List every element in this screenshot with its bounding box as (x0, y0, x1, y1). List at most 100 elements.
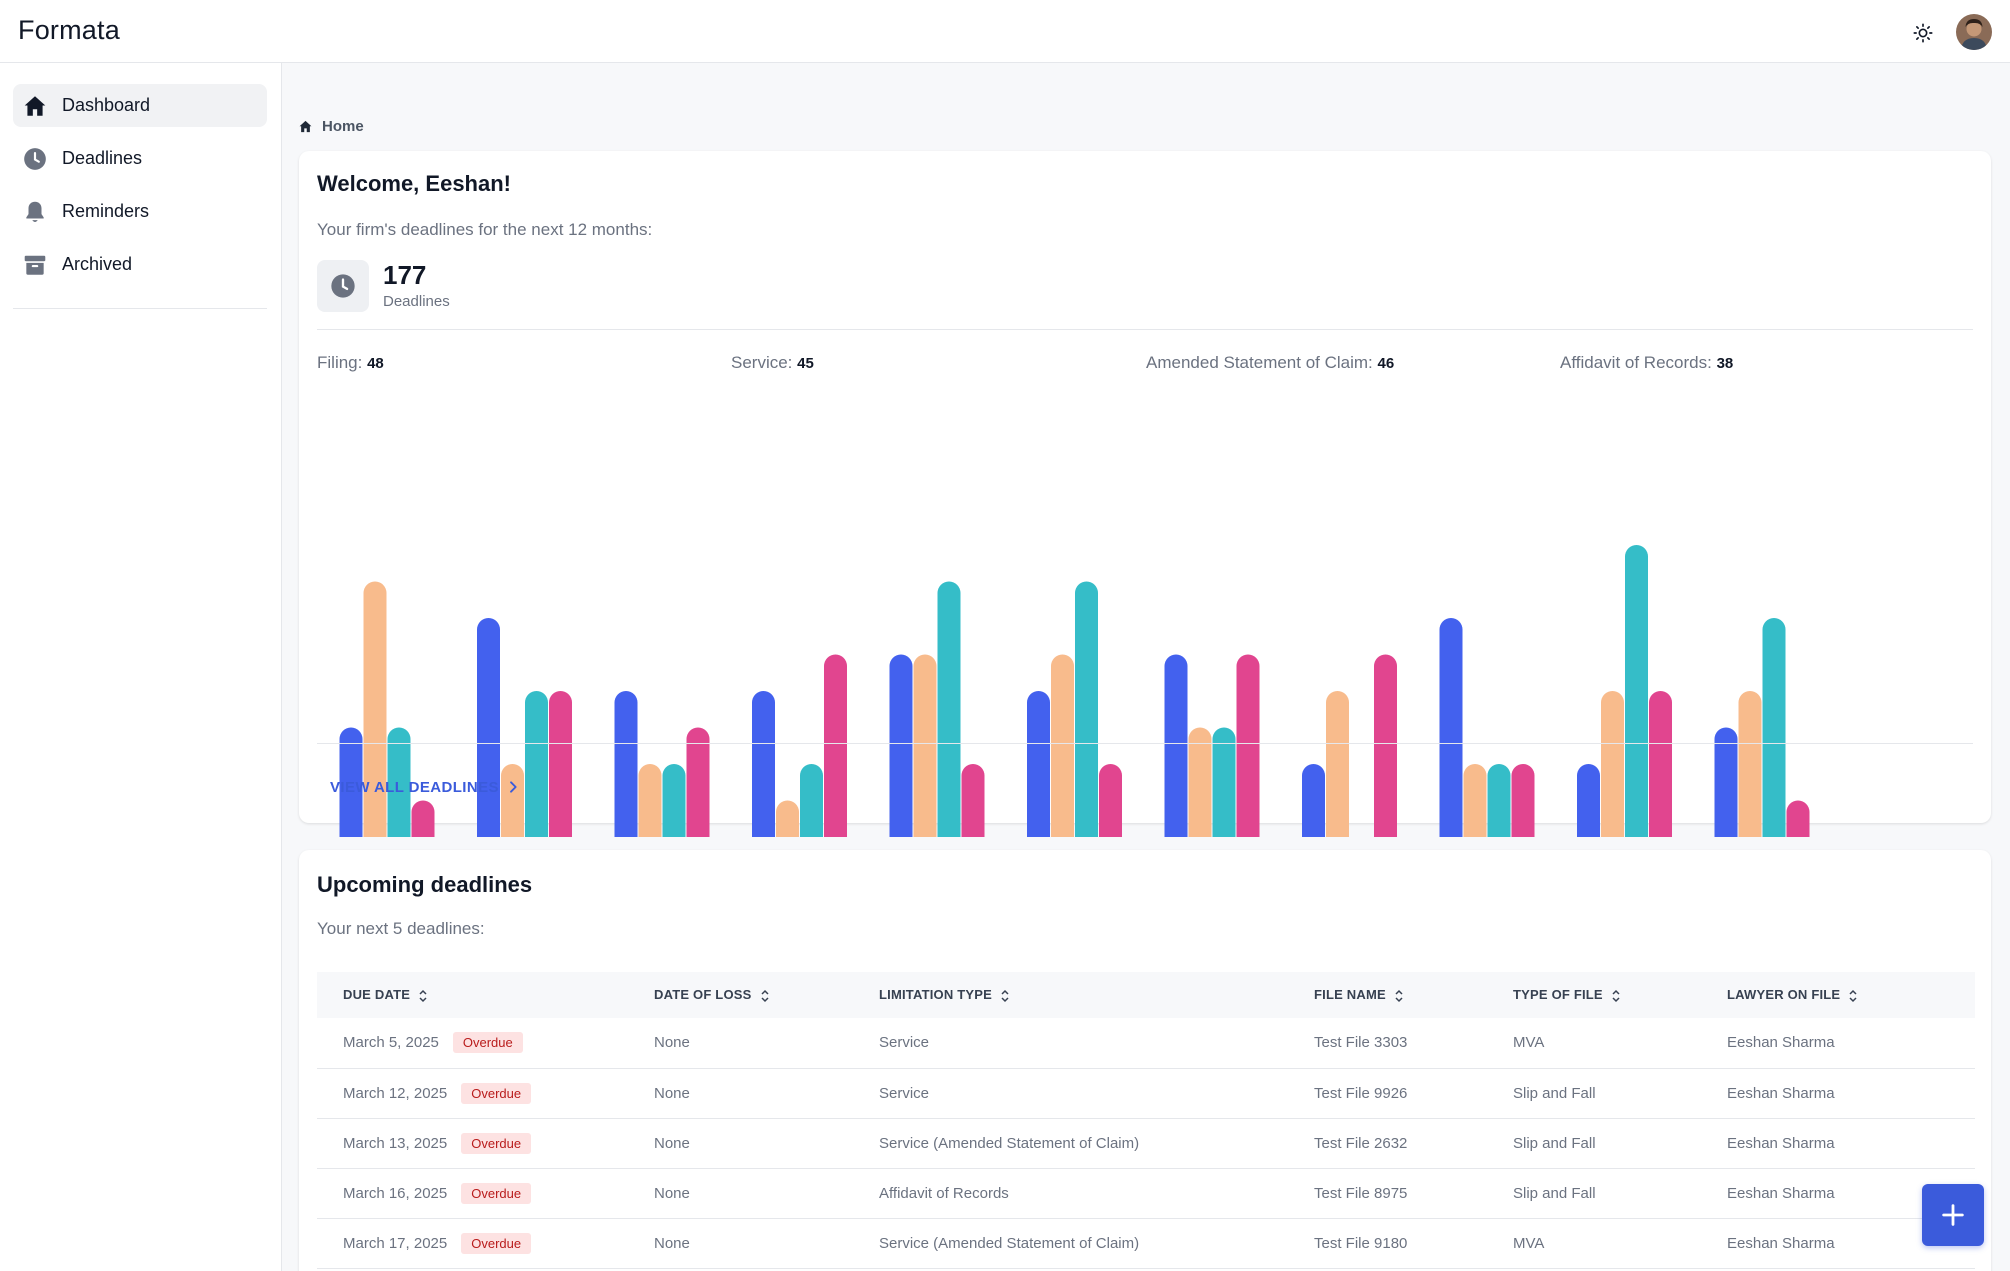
bar-service-may-2025[interactable] (638, 764, 662, 837)
bar-filing-jul-2025[interactable] (889, 654, 913, 838)
sidebar-divider (13, 308, 267, 309)
bar-amended-statement-of-claim-jun-2025[interactable] (800, 764, 823, 837)
bar-filing-dec-2025[interactable] (1439, 618, 1463, 837)
bar-affidavit-of-records-dec-2025[interactable] (1511, 764, 1535, 837)
status-badge: Overdue (461, 1082, 532, 1104)
bar-affidavit-of-records-jan-2026[interactable] (1649, 691, 1672, 837)
theme-toggle-button[interactable] (1906, 16, 1940, 50)
bar-service-dec-2025[interactable] (1463, 764, 1487, 837)
home-icon (299, 120, 312, 132)
bar-filing-jun-2025[interactable] (752, 691, 775, 837)
bar-amended-statement-of-claim-jan-2026[interactable] (1625, 545, 1648, 837)
bar-affidavit-of-records-sep-2025[interactable] (1236, 654, 1260, 838)
file-name-cell: Test File 3303 (1314, 1018, 1513, 1069)
plus-icon (1942, 1204, 1964, 1226)
bell-icon (22, 199, 48, 225)
date-of-loss-cell: None (654, 1018, 879, 1069)
bar-amended-statement-of-claim-feb-2026[interactable] (1762, 618, 1786, 837)
due-date-cell: March 12, 2025 Overdue (317, 1068, 654, 1119)
status-badge: Overdue (452, 1032, 523, 1054)
table-row[interactable]: March 13, 2025 Overdue None Service (Amen… (317, 1118, 1975, 1169)
bar-service-oct-2025[interactable] (1326, 691, 1349, 837)
legend-amended-statement: Amended Statement of Claim: 46 (1146, 353, 1395, 372)
bar-service-jul-2025[interactable] (913, 654, 937, 838)
bar-amended-statement-of-claim-aug-2025[interactable] (1075, 581, 1098, 838)
breadcrumb: Home (298, 115, 364, 137)
date-of-loss-cell: None (654, 1068, 879, 1119)
total-deadlines-label: Deadlines (383, 293, 450, 310)
bar-affidavit-of-records-oct-2025[interactable] (1374, 654, 1397, 838)
bar-service-apr-2025[interactable] (501, 764, 524, 837)
bar-amended-statement-of-claim-apr-2025[interactable] (525, 691, 548, 837)
bar-filing-oct-2025[interactable] (1302, 764, 1325, 837)
bar-affidavit-of-records-apr-2025[interactable] (549, 691, 572, 837)
limitation-type-cell: Service (Amended Statement of Claim) (879, 1118, 1314, 1169)
sidebar-item-reminders[interactable]: Reminders (13, 190, 267, 233)
due-date-cell: March 16, 2025 Overdue (317, 1168, 654, 1219)
limitation-type-cell: Service (879, 1018, 1314, 1069)
column-header-type-of-file[interactable]: TYPE OF FILE (1513, 972, 1727, 1018)
sidebar-item-label: Reminders (62, 201, 150, 221)
bar-affidavit-of-records-may-2025[interactable] (686, 727, 710, 838)
chevron-right-icon (509, 781, 517, 793)
bar-affidavit-of-records-feb-2026[interactable] (1786, 800, 1810, 838)
bar-filing-apr-2025[interactable] (477, 618, 500, 837)
lawyer-cell: Eeshan Sharma (1727, 1068, 1975, 1119)
file-name-cell: Test File 2632 (1314, 1118, 1513, 1169)
clock-icon (331, 274, 355, 298)
bar-service-jun-2025[interactable] (776, 800, 799, 838)
bar-service-jan-2026[interactable] (1601, 691, 1624, 837)
bar-filing-feb-2026[interactable] (1714, 727, 1738, 838)
column-header-lawyer-on-file[interactable]: LAWYER ON FILE (1727, 972, 1975, 1018)
view-all-deadlines-link[interactable]: VIEW ALL DEADLINES (330, 776, 521, 798)
archive-icon (22, 252, 48, 278)
app-brand[interactable]: Formata (18, 15, 120, 45)
table-row[interactable]: March 5, 2025 Overdue None Service Test F… (317, 1018, 1975, 1069)
bar-affidavit-of-records-jun-2025[interactable] (824, 654, 847, 838)
bar-filing-sep-2025[interactable] (1164, 654, 1188, 838)
file-name-cell: Test File 9926 (1314, 1068, 1513, 1119)
sort-icon (1395, 989, 1403, 1002)
table-row[interactable]: March 12, 2025 Overdue None Service Test … (317, 1068, 1975, 1119)
user-avatar[interactable] (1956, 14, 1992, 50)
bar-filing-jan-2026[interactable] (1577, 764, 1600, 837)
total-deadlines-count: 177 (383, 260, 427, 290)
table-row[interactable]: March 16, 2025 Overdue None Affidavit of … (317, 1168, 1975, 1219)
bar-filing-aug-2025[interactable] (1027, 691, 1050, 837)
column-header-file-name[interactable]: FILE NAME (1314, 972, 1513, 1018)
bar-amended-statement-of-claim-sep-2025[interactable] (1212, 727, 1236, 838)
status-badge: Overdue (461, 1182, 532, 1204)
add-deadline-button[interactable] (1922, 1184, 1984, 1246)
bar-amended-statement-of-claim-may-2025[interactable] (662, 764, 686, 837)
column-header-limitation-type[interactable]: LIMITATION TYPE (879, 972, 1314, 1018)
date-of-loss-cell: None (654, 1118, 879, 1169)
bar-affidavit-of-records-jul-2025[interactable] (961, 764, 985, 837)
sidebar-item-deadlines[interactable]: Deadlines (13, 137, 267, 180)
sort-icon (1612, 989, 1620, 1002)
bar-service-aug-2025[interactable] (1051, 654, 1074, 838)
bar-service-mar-2025[interactable] (363, 581, 387, 838)
lawyer-cell: Eeshan Sharma (1727, 1118, 1975, 1169)
clock-icon (22, 146, 48, 172)
file-name-cell: Test File 8975 (1314, 1168, 1513, 1219)
column-header-due-date[interactable]: DUE DATE (317, 972, 654, 1018)
table-row[interactable]: March 17, 2025 Overdue None Service (Amen… (317, 1218, 1975, 1269)
bar-filing-may-2025[interactable] (614, 691, 638, 837)
bar-filing-mar-2025[interactable] (339, 727, 363, 837)
bar-service-feb-2026[interactable] (1738, 691, 1762, 837)
sidebar-item-archived[interactable]: Archived (13, 243, 267, 286)
sidebar: Dashboard Deadlines Reminders Archived (0, 63, 282, 1271)
bar-amended-statement-of-claim-dec-2025[interactable] (1487, 764, 1511, 837)
column-header-date-of-loss[interactable]: DATE OF LOSS (654, 972, 879, 1018)
bar-amended-statement-of-claim-jul-2025[interactable] (937, 581, 961, 838)
table-header-row: DUE DATE DATE OF LOSS LIMITATION TYPE FI… (317, 972, 1975, 1018)
date-of-loss-cell: None (654, 1218, 879, 1269)
sidebar-item-dashboard[interactable]: Dashboard (13, 84, 267, 127)
bar-amended-statement-of-claim-mar-2025[interactable] (387, 727, 411, 837)
bar-affidavit-of-records-mar-2025[interactable] (411, 800, 435, 838)
bar-service-sep-2025[interactable] (1188, 727, 1212, 838)
bar-affidavit-of-records-aug-2025[interactable] (1099, 764, 1122, 837)
lawyer-cell: Eeshan Sharma (1727, 1018, 1975, 1069)
breadcrumb-home[interactable]: Home (322, 117, 364, 135)
file-name-cell: Test File 9180 (1314, 1218, 1513, 1269)
